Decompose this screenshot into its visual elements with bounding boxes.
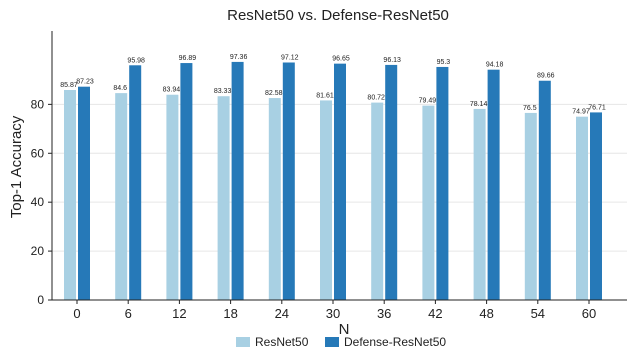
bar-defense-resnet50 [78, 86, 90, 300]
data-label: 83.94 [163, 87, 181, 94]
bar-resnet50 [524, 112, 537, 300]
x-tick-label: 24 [275, 306, 289, 321]
x-tick-label: 60 [582, 306, 596, 321]
data-label: 83.33 [214, 88, 232, 95]
data-label: 84.6 [113, 85, 127, 92]
bar-resnet50 [422, 105, 435, 301]
bar-defense-resnet50 [231, 61, 244, 300]
y-tick-label: 60 [31, 146, 45, 160]
data-label: 96.89 [179, 55, 197, 62]
bar-resnet50 [473, 108, 486, 301]
x-tick-label: 0 [73, 306, 80, 321]
bar-defense-resnet50 [180, 63, 193, 301]
bar-resnet50 [64, 90, 76, 300]
data-label: 96.13 [383, 57, 401, 64]
data-label: 78.14 [470, 101, 488, 108]
bar-defense-resnet50 [282, 62, 295, 301]
data-label: 81.61 [316, 92, 334, 99]
x-tick-label: 54 [531, 306, 545, 321]
data-label: 94.18 [486, 62, 504, 69]
data-label: 76.5 [523, 105, 537, 112]
y-axis-label: Top-1 Accuracy [8, 115, 25, 218]
data-label: 76.71 [588, 104, 606, 111]
bar-resnet50 [268, 98, 281, 300]
y-tick-label: 40 [31, 195, 45, 209]
x-tick-label: 48 [479, 306, 493, 321]
legend-swatch [236, 337, 250, 347]
data-label: 95.3 [437, 59, 451, 66]
bar-resnet50 [371, 102, 384, 300]
data-label: 87.23 [76, 79, 94, 86]
bar-defense-resnet50 [334, 63, 346, 300]
data-label: 80.72 [367, 95, 385, 102]
bar-defense-resnet50 [590, 112, 602, 300]
bar-resnet50 [115, 93, 128, 300]
x-tick-label: 36 [377, 306, 391, 321]
axes: 0 20 40 60 80 0 6 12 18 24 30 36 42 48 54 60 [31, 31, 627, 321]
data-label: 95.98 [127, 57, 145, 64]
y-tick-label: 0 [37, 293, 44, 307]
bars [64, 61, 602, 301]
x-tick-label: 42 [428, 306, 442, 321]
bar-defense-resnet50 [436, 66, 449, 300]
bar-resnet50 [576, 116, 588, 300]
data-label: 85.87 [60, 82, 78, 89]
data-label: 79.49 [419, 98, 437, 105]
data-label: 97.36 [230, 54, 248, 61]
data-label: 74.97 [572, 109, 590, 116]
bar-resnet50 [217, 96, 230, 300]
legend-swatch [325, 337, 339, 347]
chart-title: ResNet50 vs. Defense-ResNet50 [227, 7, 449, 24]
legend-label: ResNet50 [255, 335, 309, 349]
y-tick-label: 80 [31, 97, 45, 111]
x-tick-label: 18 [223, 306, 237, 321]
bar-resnet50 [166, 94, 179, 300]
x-axis-label: N [339, 321, 350, 338]
data-label: 89.66 [537, 73, 555, 80]
x-tick-label: 30 [326, 306, 340, 321]
legend: ResNet50 Defense-ResNet50 [236, 335, 446, 349]
bar-resnet50 [320, 100, 332, 300]
legend-label: Defense-ResNet50 [344, 335, 446, 349]
data-label: 97.12 [281, 54, 299, 61]
bar-defense-resnet50 [538, 80, 551, 301]
bar-defense-resnet50 [385, 64, 398, 300]
x-tick-label: 6 [125, 306, 132, 321]
y-tick-label: 20 [31, 244, 45, 258]
data-label: 82.58 [265, 90, 283, 97]
x-tick-label: 12 [172, 306, 186, 321]
bar-defense-resnet50 [487, 69, 500, 300]
bar-defense-resnet50 [129, 65, 142, 300]
data-label: 96.65 [332, 56, 350, 63]
